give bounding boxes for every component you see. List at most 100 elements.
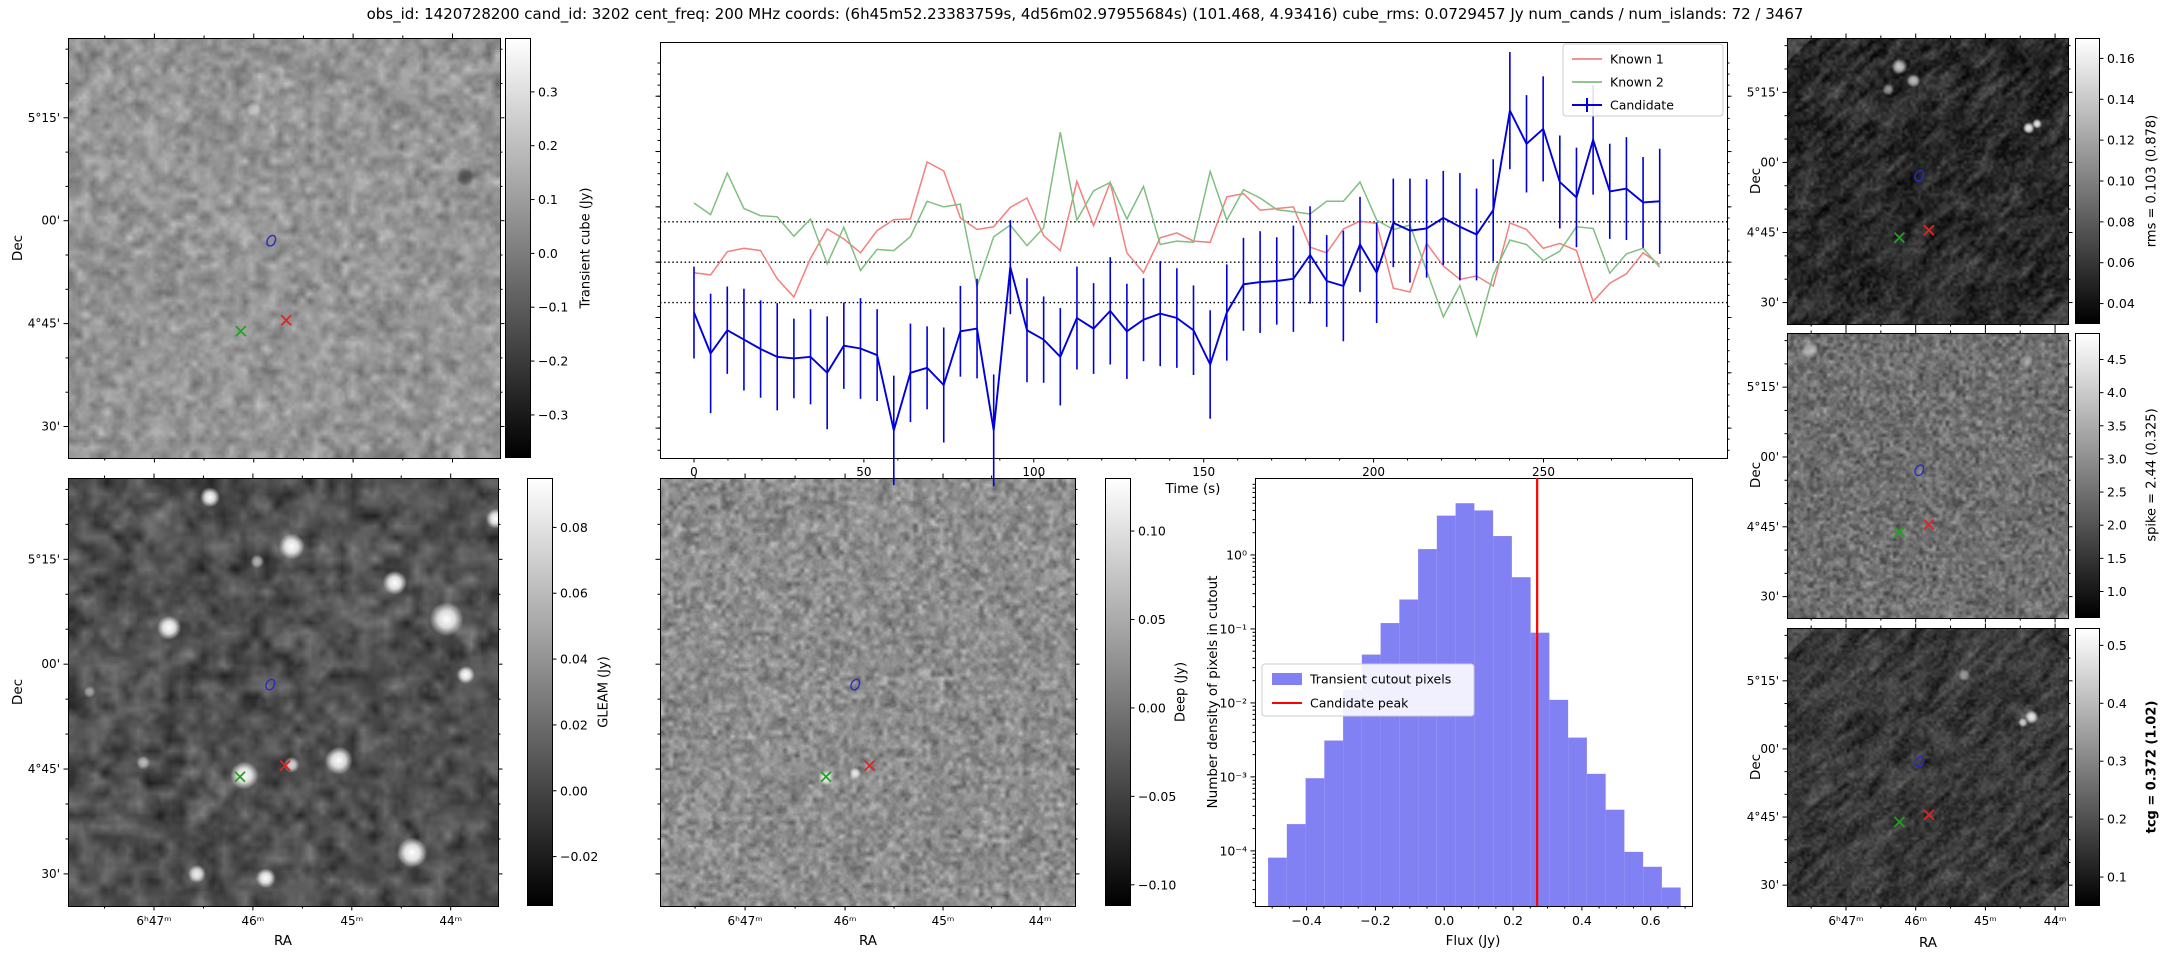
- tick-label: 0.2: [1503, 913, 1523, 928]
- known2-lightcurve: [693, 132, 1661, 339]
- tick-label: 10⁻²: [1219, 695, 1247, 710]
- tick-label: 0.10: [2107, 174, 2135, 189]
- dec-axis-label-transient: Dec: [10, 234, 26, 262]
- tick-label: 0.0: [1434, 913, 1454, 928]
- histogram-bar: [1418, 549, 1437, 906]
- tick-label: 45ᵐ: [1974, 914, 1997, 928]
- histogram-bar: [1624, 851, 1644, 906]
- tick-label: 10⁻³: [1219, 769, 1247, 784]
- tick-label: 150: [1192, 465, 1215, 479]
- spike-colorbar: [2075, 333, 2100, 618]
- tick-label: 4°45': [28, 317, 60, 331]
- known1-lightcurve: [693, 160, 1661, 303]
- tick-label: 0.04: [560, 652, 588, 667]
- histogram-bar: [1436, 515, 1456, 906]
- tick-label: 0.00: [1138, 700, 1166, 715]
- histogram-ylabel: Number density of pixels in cutout: [1205, 575, 1221, 809]
- histogram-bar: [1399, 599, 1419, 906]
- tick-label: 0.12: [2107, 133, 2135, 148]
- tick-label: 0.04: [2107, 296, 2135, 311]
- tick-label: 0.0: [538, 246, 558, 261]
- legend-label: Known 2: [1610, 75, 1664, 90]
- tick-label: 4°45': [1747, 810, 1779, 824]
- tcg-image: [1787, 628, 2068, 906]
- tick-label: 0.3: [2107, 754, 2127, 769]
- tick-label: 45ᵐ: [340, 914, 363, 928]
- tick-label: 0.06: [560, 586, 588, 601]
- tick-label: 5°15': [1747, 85, 1779, 99]
- tick-label: 0: [690, 465, 698, 479]
- legend-box: [1261, 663, 1475, 717]
- legend-label: Known 1: [1610, 52, 1664, 67]
- histogram-legend: Transient cutout pixels Candidate peak: [1261, 663, 1475, 717]
- tick-label: 0.2: [2107, 812, 2127, 827]
- histogram-bar: [1455, 503, 1475, 906]
- gleam-colorbar-label: GLEAM (Jy): [596, 656, 612, 728]
- tick-label: 100: [1022, 465, 1045, 479]
- tick-label: 10⁻⁴: [1219, 843, 1247, 858]
- tick-label: 200: [1362, 465, 1385, 479]
- histogram-bar: [1511, 577, 1531, 906]
- tick-label: 0.4: [2107, 696, 2127, 711]
- tick-label: −0.3: [538, 407, 568, 422]
- spike-image: [1787, 333, 2068, 618]
- tick-label: 0.08: [2107, 214, 2135, 229]
- tick-label: 30': [1760, 590, 1779, 604]
- histogram-bar: [1286, 824, 1306, 906]
- tick-label: 2.0: [2107, 518, 2127, 533]
- transient-cube-colorbar: [505, 38, 531, 458]
- tick-label: 44ᵐ: [1029, 914, 1052, 928]
- deep-colorbar: [1105, 478, 1131, 906]
- histogram-bar: [1586, 773, 1606, 906]
- tick-label: 0.6: [1641, 913, 1661, 928]
- candidate-lightcurve: [693, 107, 1660, 431]
- tick-label: 0.10: [1138, 524, 1166, 539]
- transient-cube-image: [68, 38, 500, 458]
- dec-axis-label-gleam: Dec: [10, 678, 26, 706]
- deep-colorbar-label: Deep (Jy): [1173, 661, 1189, 723]
- tick-label: 0.14: [2107, 92, 2135, 107]
- tick-label: 50: [856, 465, 871, 479]
- spike-colorbar-label: spike = 2.44 (0.325): [2144, 408, 2160, 542]
- tick-label: −0.2: [1360, 913, 1390, 928]
- tick-label: 0.3: [538, 84, 558, 99]
- histogram-bar: [1530, 632, 1550, 906]
- tick-label: 10⁻¹: [1219, 621, 1247, 636]
- legend-box: [1562, 43, 1724, 117]
- histogram-bar: [1568, 737, 1587, 906]
- tick-label: −0.05: [1138, 789, 1176, 804]
- tick-label: 0.05: [1138, 612, 1166, 627]
- tick-label: 1.5: [2107, 551, 2127, 566]
- tick-label: 44ᵐ: [439, 914, 462, 928]
- tick-label: 0.00: [560, 783, 588, 798]
- tick-label: 0.1: [2107, 870, 2127, 885]
- tick-label: −0.1: [538, 300, 568, 315]
- tick-label: 30': [41, 420, 60, 434]
- tcg-colorbar: [2075, 628, 2100, 906]
- lc-panel-border: [660, 42, 1728, 459]
- tick-label: 0.1: [538, 192, 558, 207]
- histogram-bar: [1549, 699, 1569, 906]
- histogram-bar: [1343, 689, 1362, 906]
- tick-label: 30': [1760, 296, 1779, 310]
- histogram-bar: [1605, 809, 1625, 906]
- tick-label: 2.5: [2107, 485, 2127, 500]
- tick-label: 30': [1760, 878, 1779, 892]
- tick-label: −0.10: [1138, 877, 1176, 892]
- tick-label: 0.06: [2107, 255, 2135, 270]
- tick-label: 46ᵐ: [242, 914, 265, 928]
- histogram-bar: [1305, 778, 1325, 906]
- tick-label: 3.0: [2107, 451, 2127, 466]
- hist-panel-border: [1255, 478, 1693, 907]
- tick-label: 45ᵐ: [932, 914, 955, 928]
- tick-label: 0.5: [2107, 638, 2127, 653]
- tick-label: 4°45': [1747, 520, 1779, 534]
- legend-patch-sample: [1272, 673, 1302, 685]
- tick-label: 0.4: [1572, 913, 1592, 928]
- tick-label: 250: [1532, 465, 1555, 479]
- tick-label: 00': [41, 657, 60, 671]
- tick-label: 10⁰: [1226, 547, 1247, 562]
- tick-label: −0.2: [538, 354, 568, 369]
- tick-label: −0.4: [1291, 913, 1321, 928]
- tick-label: −0.02: [560, 849, 598, 864]
